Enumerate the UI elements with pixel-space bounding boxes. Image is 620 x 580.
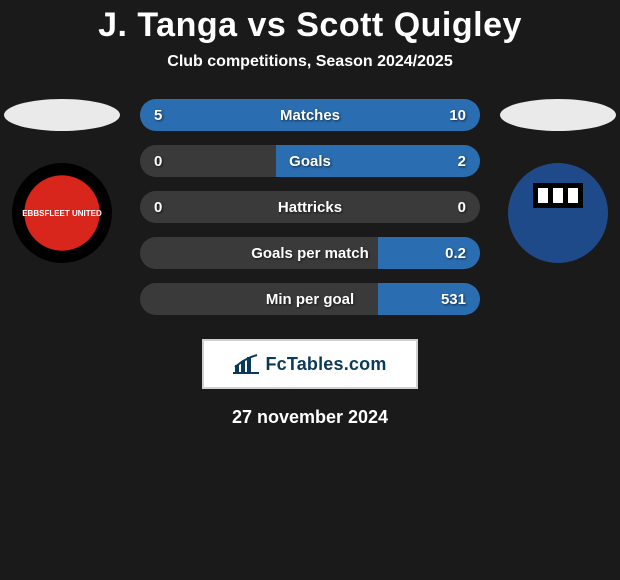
brand-text: FcTables.com [265, 354, 386, 375]
page-title: J. Tanga vs Scott Quigley [0, 6, 620, 45]
stat-label: Matches [140, 107, 480, 124]
bar-chart-icon [233, 353, 259, 375]
stat-value-right: 0.2 [445, 245, 466, 262]
stat-label: Hattricks [140, 199, 480, 216]
date-label: 27 november 2024 [232, 407, 388, 428]
crest-left-text: EBBSFLEET UNITED [22, 209, 102, 218]
stat-label: Goals per match [140, 245, 480, 262]
stat-row: Min per goal531 [140, 283, 480, 315]
stat-row: 0Hattricks0 [140, 191, 480, 223]
vs-label: vs [247, 6, 286, 44]
stat-value-right: 0 [458, 199, 466, 216]
stat-row: 0Goals2 [140, 145, 480, 177]
subtitle: Club competitions, Season 2024/2025 [0, 53, 620, 71]
infographic-container: J. Tanga vs Scott Quigley Club competiti… [0, 0, 620, 428]
player1-avatar-placeholder [4, 99, 120, 131]
stat-label: Goals [140, 153, 480, 170]
stat-row: Goals per match0.2 [140, 237, 480, 269]
stats-layout: EBBSFLEET UNITED 5Matches100Goals20Hattr… [0, 99, 620, 315]
left-side: EBBSFLEET UNITED [2, 99, 122, 263]
player1-name: J. Tanga [98, 6, 237, 44]
stats-bars: 5Matches100Goals20Hattricks0Goals per ma… [140, 99, 480, 315]
footer: FcTables.com 27 november 2024 [0, 339, 620, 428]
stat-value-right: 10 [449, 107, 466, 124]
player2-avatar-placeholder [500, 99, 616, 131]
team-crest-left: EBBSFLEET UNITED [12, 163, 112, 263]
brand-box[interactable]: FcTables.com [202, 339, 418, 389]
right-side [498, 99, 618, 263]
stat-value-right: 531 [441, 291, 466, 308]
player2-name: Scott Quigley [296, 6, 522, 44]
stat-row: 5Matches10 [140, 99, 480, 131]
stat-label: Min per goal [140, 291, 480, 308]
team-crest-right [508, 163, 608, 263]
shield-icon [508, 163, 608, 263]
stat-value-right: 2 [458, 153, 466, 170]
